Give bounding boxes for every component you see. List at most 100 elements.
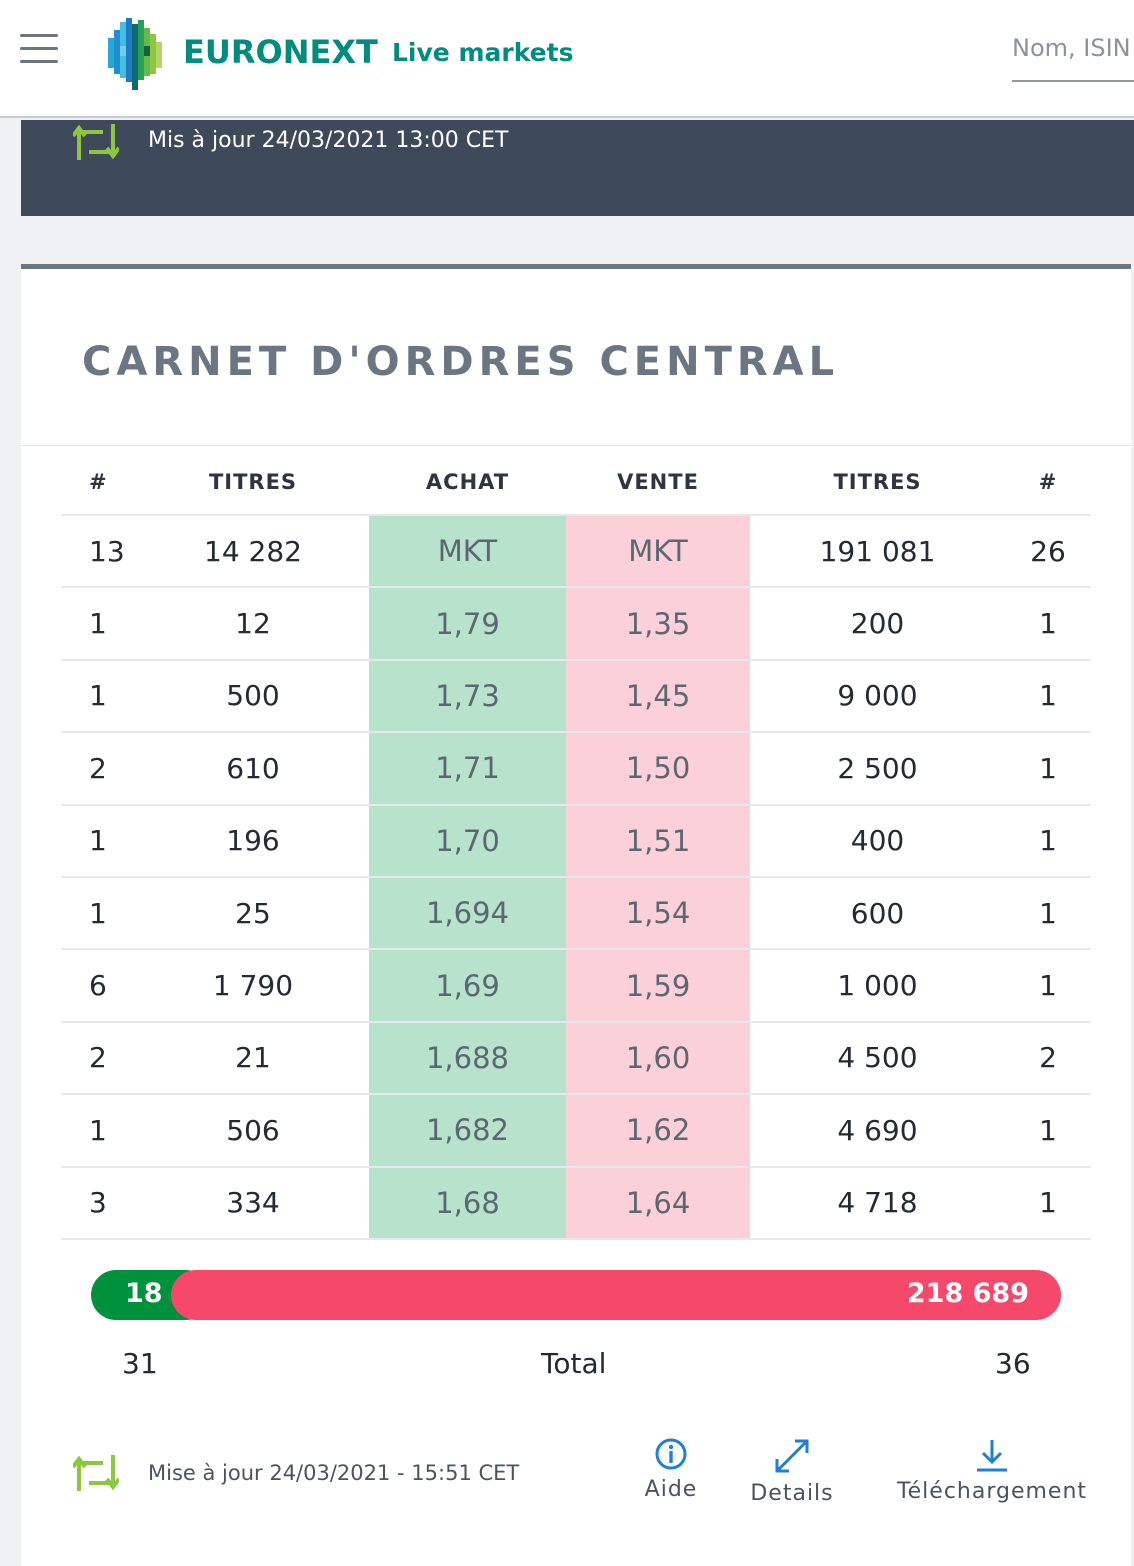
buy-order-count: 13 <box>61 513 137 589</box>
ask-price: 1,59 <box>566 949 750 1023</box>
column-header: TITRES <box>208 469 298 494</box>
buy-quantity: 12 <box>137 587 369 661</box>
sell-order-count: 1 <box>1005 876 1091 951</box>
top-header: EURONEXT Live markets <box>0 0 1134 118</box>
ask-price: 1,54 <box>566 876 750 951</box>
bid-price: 1,73 <box>369 659 566 734</box>
sell-order-total: 36 <box>995 1347 1031 1380</box>
sell-order-count: 1 <box>1005 1094 1091 1168</box>
buy-quantity: 506 <box>137 1094 369 1168</box>
buy-order-count: 1 <box>61 1094 137 1168</box>
search-field[interactable] <box>1012 30 1134 82</box>
bid-price: 1,68 <box>369 1166 566 1240</box>
sell-order-count: 1 <box>1005 659 1091 734</box>
page-title: CARNET D'ORDRES CENTRAL <box>82 339 840 385</box>
buy-order-count: 3 <box>61 1166 137 1240</box>
sell-quantity: 9 000 <box>750 659 1005 734</box>
sell-volume-label: 218 689 <box>906 1278 1029 1309</box>
ask-price: 1,60 <box>566 1021 750 1096</box>
column-header: TITRES <box>833 469 922 494</box>
bid-price: 1,688 <box>369 1021 566 1096</box>
buy-quantity: 334 <box>137 1166 369 1240</box>
table-row: 6 1 790 1,69 1,59 1 000 1 <box>61 949 1091 1023</box>
buy-order-count: 2 <box>61 732 137 806</box>
column-header: # <box>89 469 108 494</box>
search-input[interactable] <box>1012 30 1134 62</box>
table-row: 1 196 1,70 1,51 400 1 <box>61 804 1091 878</box>
refresh-icon[interactable] <box>71 1453 121 1493</box>
sell-order-count: 1 <box>1005 1166 1091 1240</box>
ask-price: 1,45 <box>566 659 750 734</box>
status-strip: Mis à jour 24/03/2021 13:00 CET <box>21 120 1134 216</box>
refresh-icon[interactable] <box>71 122 121 162</box>
buy-quantity: 14 282 <box>137 513 369 589</box>
last-updated-text: Mis à jour 24/03/2021 13:00 CET <box>148 128 509 153</box>
buy-order-count: 6 <box>61 949 137 1023</box>
download-label: Téléchargement <box>896 1479 1088 1504</box>
sell-quantity: 4 690 <box>750 1094 1005 1168</box>
table-row: 3 334 1,68 1,64 4 718 1 <box>61 1166 1091 1240</box>
euronext-logo[interactable] <box>104 16 168 90</box>
volume-balance-bar: 18 2 218 689 <box>91 1270 1061 1320</box>
buy-order-count: 2 <box>61 1021 137 1096</box>
bid-price: 1,694 <box>369 876 566 951</box>
sell-order-count: 1 <box>1005 804 1091 878</box>
brand-name: EURONEXT <box>183 33 378 71</box>
table-row: 1 25 1,694 1,54 600 1 <box>61 876 1091 951</box>
bid-price: 1,682 <box>369 1094 566 1168</box>
table-row: 13 14 282 MKT MKT 191 081 26 <box>61 513 1091 589</box>
ask-price: 1,64 <box>566 1166 750 1240</box>
sell-quantity: 400 <box>750 804 1005 878</box>
buy-quantity: 500 <box>137 659 369 734</box>
menu-icon[interactable] <box>20 34 58 64</box>
order-book-card: CARNET D'ORDRES CENTRAL # TITRES ACHAT V… <box>21 264 1131 1566</box>
table-row: 2 610 1,71 1,50 2 500 1 <box>61 732 1091 806</box>
buy-quantity: 21 <box>137 1021 369 1096</box>
sell-order-count: 1 <box>1005 949 1091 1023</box>
bid-price: 1,79 <box>369 587 566 661</box>
buy-quantity: 25 <box>137 876 369 951</box>
section-title[interactable]: Live markets <box>392 38 574 67</box>
sell-order-count: 1 <box>1005 732 1091 806</box>
bid-price: 1,69 <box>369 949 566 1023</box>
column-header: # <box>1038 469 1058 494</box>
table-header-row: # TITRES ACHAT VENTE TITRES # <box>61 449 1091 515</box>
details-button[interactable]: Details <box>737 1437 847 1506</box>
ask-price: 1,62 <box>566 1094 750 1168</box>
sell-quantity: 200 <box>750 587 1005 661</box>
sell-quantity: 2 500 <box>750 732 1005 806</box>
download-button[interactable]: Téléchargement <box>887 1437 1097 1504</box>
download-icon <box>977 1440 1007 1472</box>
bid-price: 1,71 <box>369 732 566 806</box>
bid-price: 1,70 <box>369 804 566 878</box>
column-header: VENTE <box>617 469 699 494</box>
sell-order-count: 1 <box>1005 587 1091 661</box>
sell-quantity: 600 <box>750 876 1005 951</box>
ask-price: 1,51 <box>566 804 750 878</box>
details-label: Details <box>750 1481 834 1506</box>
buy-order-count: 1 <box>61 804 137 878</box>
sell-quantity: 191 081 <box>750 513 1005 589</box>
sell-order-count: 2 <box>1005 1021 1091 1096</box>
help-label: Aide <box>644 1477 698 1502</box>
sell-quantity: 4 718 <box>750 1166 1005 1240</box>
order-book-table: # TITRES ACHAT VENTE TITRES # 13 14 282 … <box>61 449 1091 1240</box>
sell-quantity: 4 500 <box>750 1021 1005 1096</box>
info-icon <box>655 1438 687 1470</box>
table-row: 1 506 1,682 1,62 4 690 1 <box>61 1094 1091 1168</box>
bid-price: MKT <box>369 513 566 589</box>
buy-order-count: 1 <box>61 876 137 951</box>
buy-order-count: 1 <box>61 587 137 661</box>
table-row: 2 21 1,688 1,60 4 500 2 <box>61 1021 1091 1096</box>
buy-quantity: 196 <box>137 804 369 878</box>
ask-price: 1,50 <box>566 732 750 806</box>
buy-order-total: 31 <box>122 1347 158 1380</box>
footer-last-updated: Mise à jour 24/03/2021 - 15:51 CET <box>148 1461 520 1485</box>
column-header: ACHAT <box>425 469 510 494</box>
total-label: Total <box>541 1347 607 1380</box>
table-row: 1 500 1,73 1,45 9 000 1 <box>61 659 1091 734</box>
divider <box>21 445 1131 446</box>
help-button[interactable]: Aide <box>631 1437 711 1502</box>
table-row: 1 12 1,79 1,35 200 1 <box>61 587 1091 661</box>
ask-price: 1,35 <box>566 587 750 661</box>
